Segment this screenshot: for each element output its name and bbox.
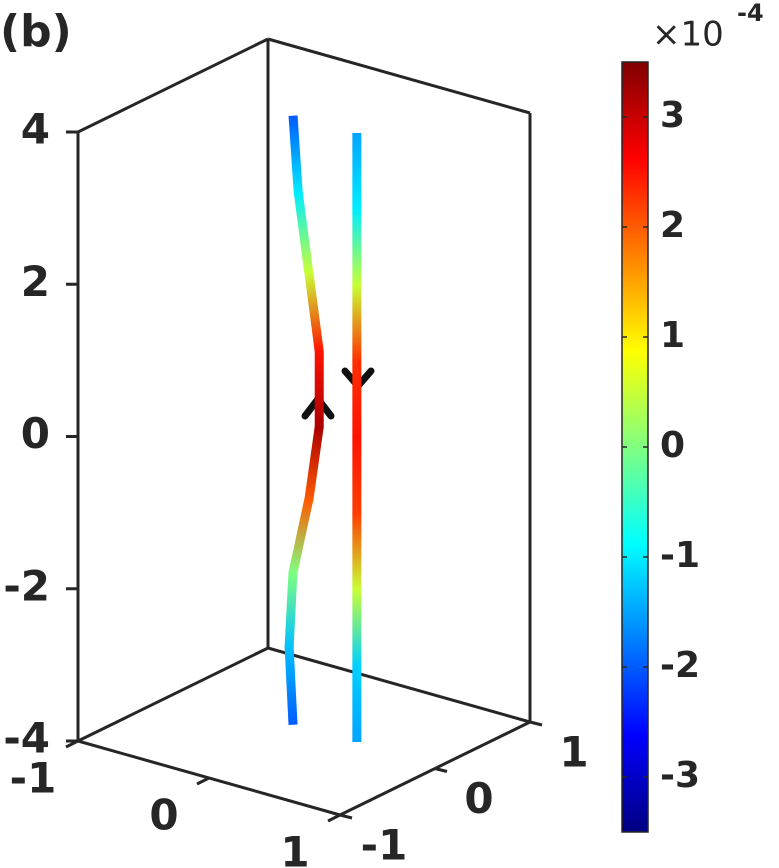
z-tick-label: 4	[21, 105, 50, 154]
axis-box-edge	[77, 646, 269, 743]
x-tick	[196, 776, 210, 786]
y-tick	[529, 720, 543, 727]
colorbar-tick-label: -1	[660, 535, 700, 576]
colorbar-tick-label: 2	[660, 205, 685, 246]
curve-segment	[284, 571, 298, 648]
curve-segment	[304, 426, 324, 502]
y-tick-label: 1	[559, 728, 588, 777]
y-tick	[339, 813, 353, 820]
y-tick	[434, 767, 448, 773]
z-tick-label: 0	[21, 409, 50, 458]
y-tick-label: 0	[464, 774, 493, 823]
curve-segment	[304, 270, 324, 353]
colorbar-tick-label: 1	[660, 315, 685, 356]
x-tick	[65, 739, 79, 749]
z-tick-label: 2	[21, 257, 50, 306]
colorbar-tick-label: 0	[660, 425, 685, 466]
curve-segment	[293, 191, 314, 274]
panel-label: (b)	[0, 6, 72, 57]
colorbar-tick-label: -2	[660, 645, 700, 686]
x-tick	[327, 813, 341, 823]
curve-segment	[284, 646, 298, 725]
x-tick-label: -1	[10, 754, 57, 803]
axis-box-edge	[77, 37, 269, 134]
y-tick-label: -1	[361, 821, 408, 868]
x-tick-label: 1	[280, 828, 309, 868]
axis-box-edge	[267, 646, 531, 724]
x-tick-label: 0	[149, 791, 178, 840]
curve-segment	[288, 498, 314, 574]
curve-segment	[288, 115, 303, 194]
z-tick-label: -2	[3, 561, 50, 610]
axis-box-edge	[267, 37, 531, 115]
colorbar-tick-label: 3	[660, 95, 685, 136]
colorbar-exponent: -4	[737, 0, 764, 27]
colorbar-scale: ×10	[652, 15, 724, 55]
colorbar-tick-label: -3	[660, 755, 700, 796]
z-tick-label: -4	[3, 714, 50, 763]
